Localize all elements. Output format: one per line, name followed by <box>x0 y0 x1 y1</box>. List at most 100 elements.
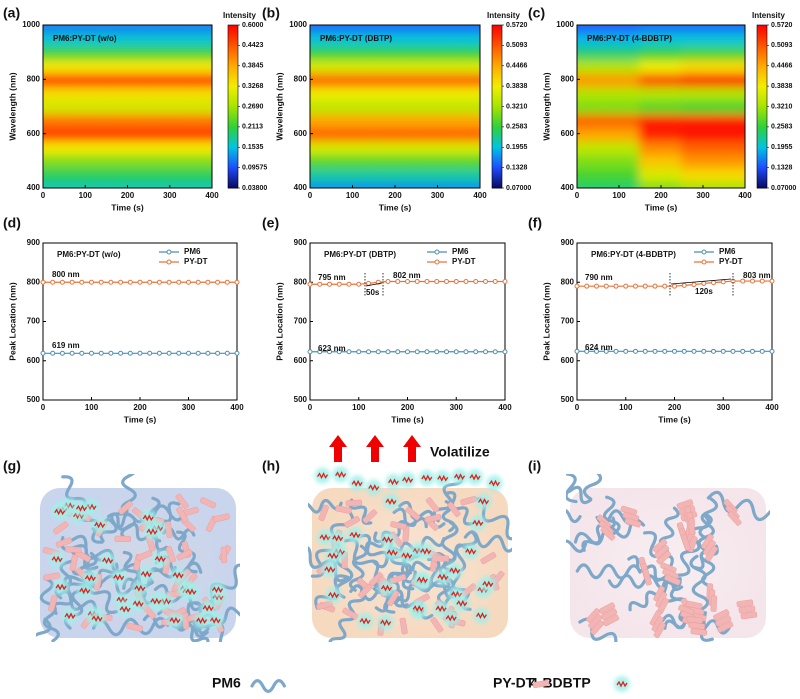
y-tick-label: 600 <box>27 129 41 138</box>
heat-cell <box>310 125 333 142</box>
heat-cell <box>147 112 192 128</box>
y-tick-label: 600 <box>561 356 575 365</box>
heat-cell <box>147 44 192 60</box>
additive <box>469 473 481 481</box>
heat-cell <box>330 85 375 101</box>
additive <box>335 471 347 479</box>
colorbar-tick-label: 0.4466 <box>506 63 528 70</box>
plot-frame <box>42 242 238 401</box>
heat-cell <box>597 139 641 156</box>
polymer-chain <box>607 573 670 590</box>
x-axis-label: Time (s) <box>658 414 691 424</box>
data-point <box>594 283 599 289</box>
acceptor <box>335 505 352 514</box>
x-tick-label: 0 <box>308 191 313 200</box>
heat-cell <box>189 166 212 183</box>
data-point <box>434 278 440 284</box>
data-point <box>89 279 94 285</box>
colorbar-title: Intensity <box>487 11 520 20</box>
additive <box>421 474 433 482</box>
legend-label: 4-BDBTP <box>530 675 591 691</box>
schematic <box>308 474 512 642</box>
acceptor <box>52 521 69 535</box>
heat-cell <box>105 30 150 47</box>
acceptor <box>64 546 82 554</box>
additive <box>465 547 477 555</box>
heat-cell <box>330 153 375 169</box>
data-point <box>186 279 191 285</box>
heat-cell <box>43 153 66 169</box>
panel-label: (f) <box>528 215 542 231</box>
data-point <box>176 350 182 356</box>
heat-cell <box>639 30 683 47</box>
acceptor <box>344 515 361 528</box>
heat-cell <box>457 112 480 128</box>
heat-cell <box>330 30 375 47</box>
data-point <box>662 348 668 354</box>
additive <box>368 484 380 492</box>
heat-cell <box>189 112 212 128</box>
data-point <box>414 349 420 355</box>
data-point <box>672 283 677 289</box>
acceptor <box>136 550 153 562</box>
heat-cell <box>310 180 333 188</box>
additive <box>437 573 449 581</box>
data-point <box>79 279 85 285</box>
additive <box>119 605 131 613</box>
data-point <box>424 349 430 355</box>
heat-cell <box>147 85 192 101</box>
heat-cell <box>330 44 375 60</box>
legend-marker <box>434 259 440 265</box>
legend-marker <box>701 259 707 265</box>
additive <box>349 531 361 539</box>
acceptor <box>603 614 620 627</box>
additive <box>132 600 144 608</box>
data-point <box>642 348 648 354</box>
heat-cell <box>457 25 480 33</box>
acceptor <box>164 521 173 538</box>
colorbar-tick-label: 0.5093 <box>506 42 528 49</box>
heat-cell <box>415 44 460 60</box>
colorbar-band <box>492 126 502 148</box>
additive <box>196 617 208 624</box>
data-point <box>652 348 658 354</box>
heat-cell <box>597 71 641 88</box>
additive <box>435 605 447 613</box>
additive <box>91 615 103 622</box>
additive <box>412 604 424 612</box>
heat-cell <box>310 30 333 47</box>
x-tick-label: 400 <box>205 191 219 200</box>
additive <box>150 597 162 605</box>
colorbar-tick-label: 0.2690 <box>242 103 264 110</box>
heat-cell <box>415 25 460 33</box>
heat-cell <box>372 153 418 169</box>
heat-cell <box>310 166 333 183</box>
heat-cell <box>63 57 108 74</box>
acceptor <box>642 568 652 586</box>
colorbar-tick-label: 0.03800 <box>242 185 267 192</box>
acceptor <box>601 608 618 621</box>
heat-cell <box>723 85 745 101</box>
polymer-chain <box>706 490 770 522</box>
heat-cell <box>43 57 66 74</box>
annotation: 624 nm <box>585 343 613 352</box>
heat-cell <box>105 98 150 115</box>
data-point <box>375 349 381 355</box>
x-tick-label: 0 <box>575 191 580 200</box>
annotation: 795 nm <box>318 273 346 282</box>
heat-cell <box>310 98 333 115</box>
heat-cell <box>639 112 683 128</box>
heat-cell <box>723 139 745 156</box>
acceptor <box>118 500 133 515</box>
heat-cell <box>457 166 480 183</box>
legend-label: PM6 <box>184 247 201 256</box>
legend-label: PY-DT <box>719 257 743 266</box>
data-point <box>205 279 211 285</box>
acceptor <box>55 537 73 548</box>
y-axis-label: Wavelength (nm) <box>274 72 284 140</box>
heat-cell <box>372 57 418 74</box>
polymer-chain <box>463 530 512 553</box>
y-tick-label: 800 <box>27 74 41 83</box>
colorbar-band <box>757 86 767 107</box>
additive <box>73 512 85 520</box>
